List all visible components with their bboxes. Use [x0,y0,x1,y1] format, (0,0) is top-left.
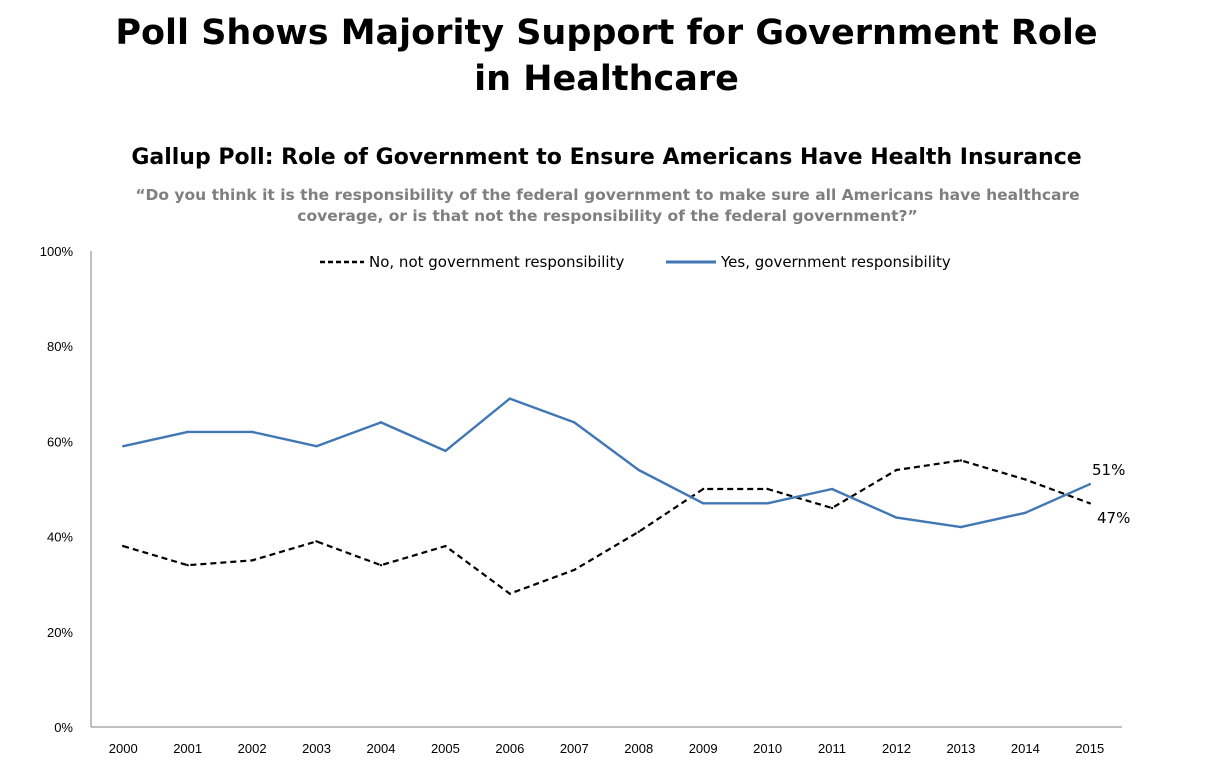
x-axis-ticks: 2000 2001 2002 2003 2004 2005 2006 2007 2008 2009… [109,741,1104,756]
point-no-2001 [186,563,189,567]
survey-question: “Do you think it is the responsibility o… [135,186,1080,225]
x-tick-label: 2015 [1075,741,1104,756]
x-tick-label: 2010 [753,741,782,756]
point-no-2010 [766,487,769,491]
point-yes-2006 [508,397,512,400]
point-yes-2007 [573,421,576,424]
x-tick-label: 2005 [431,741,460,756]
point-no-2004 [379,563,383,567]
x-tick-label: 2007 [560,741,589,756]
point-yes-2004 [379,421,383,424]
point-yes-2000 [122,444,125,448]
x-tick-label: 2000 [109,741,138,756]
title-line-2: in Healthcare [474,59,739,99]
title-line-1: Poll Shows Majority Support for Governme… [115,13,1098,53]
point-yes-2014 [1024,511,1027,514]
x-tick-label: 2013 [946,741,975,756]
point-yes-2002 [250,430,254,434]
point-no-2008 [637,530,640,534]
point-yes-2011 [830,487,834,491]
point-no-2007 [573,568,576,572]
series-line-no [122,459,1091,595]
point-no-2014 [1024,478,1027,481]
point-no-2012 [895,468,898,472]
point-yes-2009 [701,502,705,505]
x-tick-label: 2004 [367,741,396,756]
point-yes-2001 [186,430,189,434]
x-tick-label: 2012 [882,741,911,756]
x-tick-label: 2014 [1011,741,1040,756]
point-no-2006 [508,592,512,595]
end-labels: 51% 47% [1092,461,1130,527]
end-label-no: 47% [1097,509,1130,527]
point-yes-2012 [895,516,898,519]
point-yes-2013 [959,525,963,529]
y-tick-label: 100% [40,244,74,259]
chart-title: Poll Shows Majority Support for Governme… [0,10,1213,102]
end-label-yes: 51% [1092,461,1125,479]
point-no-2013 [959,459,963,462]
x-tick-label: 2002 [238,741,267,756]
y-tick-label: 0% [54,720,73,735]
y-axis-ticks: 0% 20% 40% 60% 80% 100% [40,244,74,735]
series-lines [122,397,1091,595]
axes [90,251,1122,728]
y-tick-label: 60% [47,434,73,449]
point-yes-2003 [315,444,318,448]
point-yes-2010 [766,502,769,505]
legend: No, not government responsibility Yes, go… [320,253,951,271]
x-tick-label: 2003 [302,741,331,756]
y-tick-label: 40% [47,530,73,545]
point-yes-2015 [1088,483,1091,486]
point-no-2000 [122,544,125,548]
point-no-2015 [1088,502,1091,505]
point-no-2005 [444,544,447,548]
point-no-2002 [250,559,254,562]
x-tick-label: 2009 [689,741,718,756]
y-tick-label: 20% [47,625,73,640]
y-tick-label: 80% [47,339,73,354]
x-tick-label: 2006 [495,741,524,756]
legend-label-yes: Yes, government responsibility [720,253,951,271]
x-tick-label: 2001 [173,741,202,756]
x-tick-label: 2011 [818,741,846,756]
x-tick-label: 2008 [624,741,653,756]
point-no-2009 [701,487,705,491]
point-yes-2008 [637,468,640,472]
chart-subtitle: Gallup Poll: Role of Government to Ensur… [131,145,1082,170]
point-no-2011 [830,506,834,510]
legend-label-no: No, not government responsibility [369,253,624,271]
series-line-yes [122,397,1091,529]
point-no-2003 [315,540,318,543]
point-yes-2005 [444,449,447,453]
